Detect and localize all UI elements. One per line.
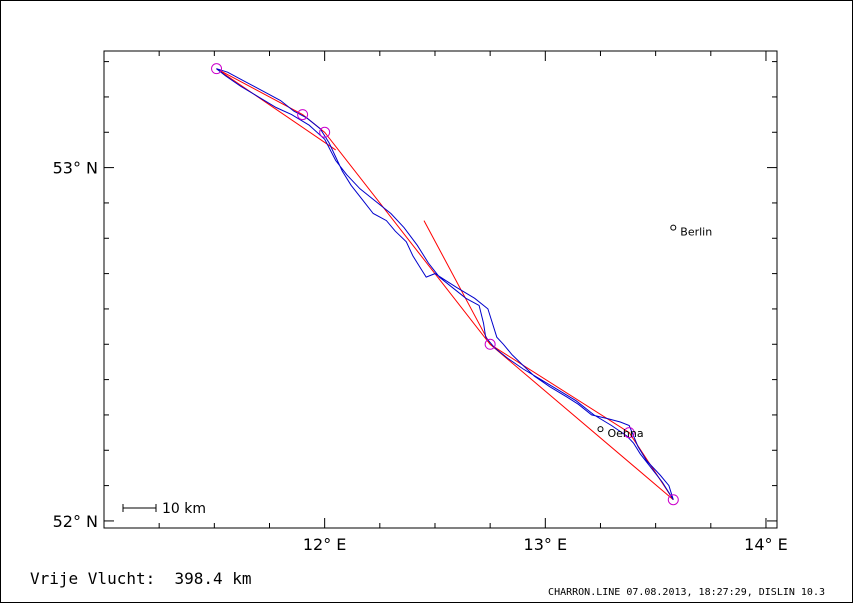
turnpoint-marker (623, 427, 635, 439)
city-marker-icon (670, 224, 677, 231)
turnpoint-marker (319, 126, 331, 138)
axis-labels: 12° E 13° E 14° E 52° N 53° N (53, 159, 788, 554)
flight-distance-summary: Vrije Vlucht: 398.4 km (30, 569, 252, 588)
cities: Berlin Oehna (597, 224, 712, 440)
scale-bar: 10 km (122, 501, 206, 517)
task-line (216, 68, 674, 501)
x-tick-label: 14° E (744, 535, 788, 554)
x-tick-label: 12° E (303, 535, 347, 554)
footer-info: CHARRON.LINE 07.08.2013, 18:27:29, DISLI… (548, 587, 825, 598)
x-tick-label: 13° E (524, 535, 568, 554)
city-marker-icon (597, 426, 604, 433)
track-line (216, 68, 674, 500)
tick-marks (103, 51, 777, 528)
task-lines (216, 68, 674, 501)
task-line (216, 68, 336, 151)
task-line (423, 220, 491, 345)
turnpoint-marker (297, 109, 309, 121)
turnpoint-marker (667, 494, 679, 506)
turnpoint-marker (484, 338, 496, 350)
scale-bar-label: 10 km (162, 501, 206, 517)
turnpoints (211, 63, 679, 506)
turnpoint-marker (211, 63, 223, 75)
city-label: Oehna (607, 427, 643, 440)
y-tick-label: 52° N (53, 512, 98, 531)
flight-track (216, 68, 674, 500)
city-label: Berlin (680, 226, 712, 239)
y-tick-label: 53° N (53, 159, 98, 178)
plot-area (103, 50, 778, 529)
